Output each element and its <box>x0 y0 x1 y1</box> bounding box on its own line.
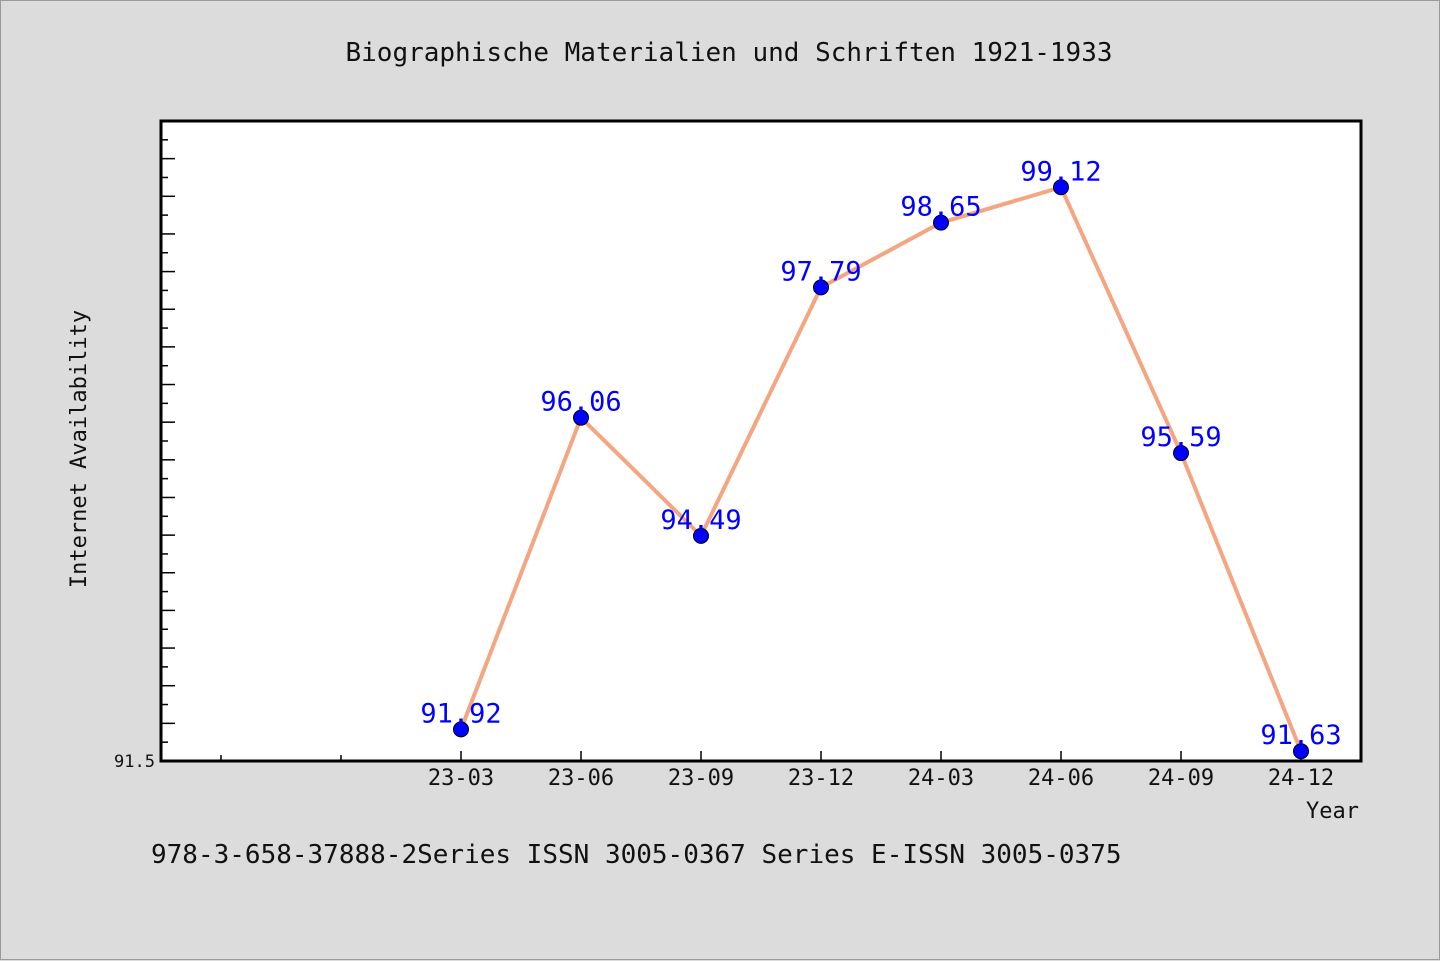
data-label: 91.92 <box>420 698 501 729</box>
x-tick-label: 23-09 <box>668 766 734 791</box>
x-tick-label: 24-06 <box>1028 766 1094 791</box>
data-label: 97.79 <box>780 256 861 287</box>
x-tick-label: 24-09 <box>1148 766 1214 791</box>
chart-frame: Biographische Materialien und Schriften … <box>0 0 1440 960</box>
data-label: 91.63 <box>1260 720 1341 751</box>
data-label: 98.65 <box>900 192 981 223</box>
data-label: 96.06 <box>540 387 621 418</box>
y-axis-label: Internet Availability <box>67 310 92 588</box>
x-tick-label: 24-12 <box>1268 766 1334 791</box>
footnote: 978-3-658-37888-2Series ISSN 3005-0367 S… <box>151 840 1122 870</box>
data-label: 95.59 <box>1140 422 1221 453</box>
line-chart: Biographische Materialien und Schriften … <box>1 1 1440 961</box>
data-label: 94.49 <box>660 505 741 536</box>
x-tick-label: 23-06 <box>548 766 614 791</box>
data-label: 99.12 <box>1020 156 1101 187</box>
x-tick-label: 24-03 <box>908 766 974 791</box>
x-tick-label: 23-12 <box>788 766 854 791</box>
chart-title: Biographische Materialien und Schriften … <box>345 38 1112 68</box>
y-tick-label: 91.5 <box>114 752 155 772</box>
x-axis-label: Year <box>1306 799 1359 824</box>
x-tick-label: 23-03 <box>428 766 494 791</box>
